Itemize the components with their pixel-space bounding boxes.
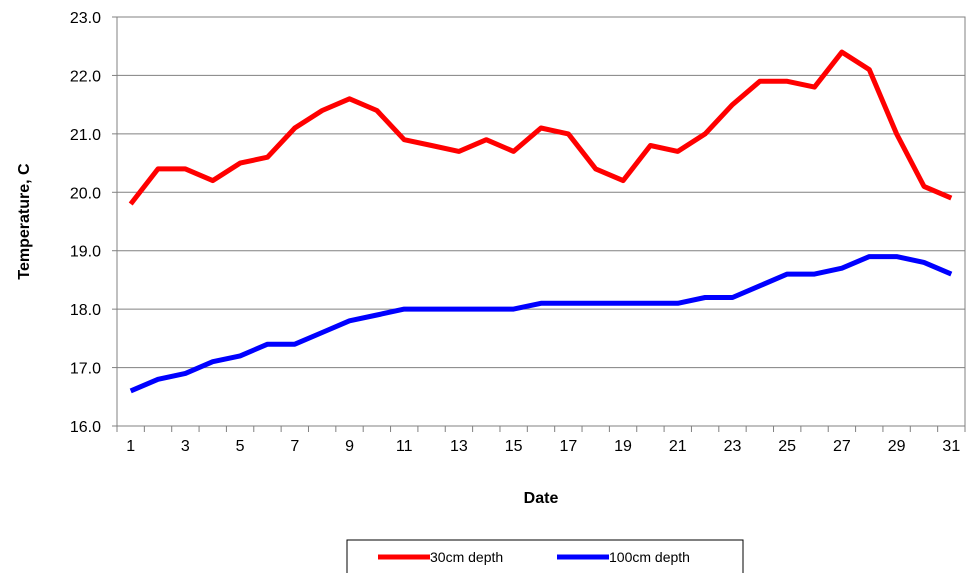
legend: 30cm depth 100cm depth bbox=[346, 539, 744, 573]
legend-label: 100cm depth bbox=[609, 549, 690, 565]
y-tick-label: 23.0 bbox=[70, 10, 101, 27]
x-tick-label: 13 bbox=[450, 438, 468, 455]
series-line-30cm-depth bbox=[128, 49, 953, 206]
y-axis: 16.0 17.0 18.0 19.0 20.0 21.0 22.0 23.0 bbox=[70, 10, 117, 436]
x-axis: 1 3 5 7 9 11 13 15 17 19 21 23 25 27 29 31 bbox=[116, 426, 966, 455]
x-tick-label: 9 bbox=[345, 438, 354, 455]
x-tick-label: 25 bbox=[778, 438, 796, 455]
y-tick-label: 17.0 bbox=[70, 361, 101, 378]
gridlines bbox=[117, 16, 965, 427]
y-tick-label: 16.0 bbox=[70, 419, 101, 436]
x-tick-label: 3 bbox=[181, 438, 190, 455]
x-tick-label: 1 bbox=[126, 438, 135, 455]
legend-label: 30cm depth bbox=[430, 549, 503, 565]
y-tick-label: 19.0 bbox=[70, 244, 101, 261]
plot-area bbox=[116, 16, 966, 427]
series-line-100cm-depth bbox=[129, 254, 953, 394]
x-tick-label: 27 bbox=[833, 438, 851, 455]
series-lines bbox=[128, 49, 953, 394]
x-tick-label: 7 bbox=[290, 438, 299, 455]
y-tick-label: 20.0 bbox=[70, 185, 101, 202]
x-tick-label: 19 bbox=[614, 438, 632, 455]
y-axis-title: Temperature, C bbox=[16, 163, 33, 280]
x-tick-label: 29 bbox=[888, 438, 906, 455]
x-tick-label: 21 bbox=[669, 438, 687, 455]
y-tick-label: 22.0 bbox=[70, 68, 101, 85]
x-tick-label: 11 bbox=[396, 438, 413, 455]
x-tick-label: 31 bbox=[942, 438, 960, 455]
x-tick-label: 17 bbox=[559, 438, 577, 455]
x-axis-title: Date bbox=[524, 490, 559, 507]
x-tick-label: 23 bbox=[724, 438, 742, 455]
y-tick-label: 21.0 bbox=[70, 127, 101, 144]
x-tick-label: 15 bbox=[505, 438, 523, 455]
x-tick-label: 5 bbox=[236, 438, 245, 455]
y-tick-label: 18.0 bbox=[70, 302, 101, 319]
